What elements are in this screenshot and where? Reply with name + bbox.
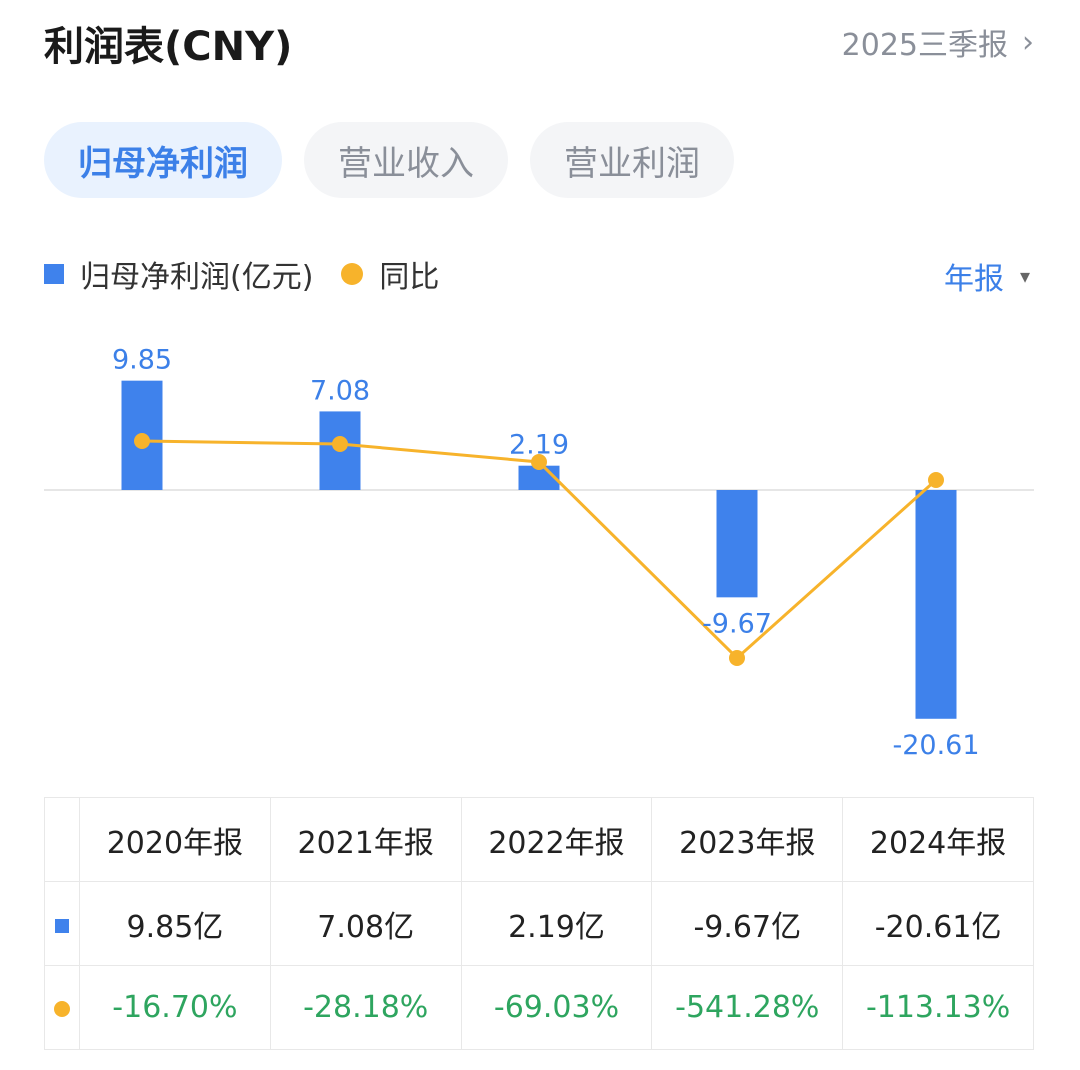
table-header-row: 2020年报 2021年报 2022年报 2023年报 2024年报 — [44, 797, 1034, 882]
column-header: 2021年报 — [269, 797, 462, 882]
bar-data-label: -9.67 — [702, 608, 772, 639]
line-dot-icon — [54, 1001, 70, 1017]
tab-operating-profit[interactable]: 营业利润 — [530, 122, 734, 198]
data-table: 2020年报 2021年报 2022年报 2023年报 2024年报 9.85亿… — [44, 797, 1034, 1050]
value-cell: 2.19亿 — [460, 881, 653, 966]
bar-2024年报 — [915, 490, 957, 719]
bar-legend-square-icon — [44, 264, 64, 284]
value-cell: 7.08亿 — [269, 881, 462, 966]
value-cell: 9.85亿 — [79, 881, 271, 966]
table-row-value: 9.85亿 7.08亿 2.19亿 -9.67亿 -20.61亿 — [44, 881, 1034, 966]
bar-data-label: 7.08 — [310, 375, 370, 406]
column-header: 2020年报 — [79, 797, 271, 882]
period-label: 2025三季报 — [841, 28, 1008, 63]
tab-net-profit[interactable]: 归母净利润 — [44, 122, 282, 198]
bar-2023年报 — [716, 490, 758, 598]
value-cell: -20.61亿 — [842, 881, 1034, 966]
bar-data-label: 9.85 — [112, 345, 172, 376]
yoy-point-2024年报 — [928, 472, 944, 488]
column-header: 2023年报 — [651, 797, 844, 882]
profit-chart: 9.85 7.08 2.19 -9.67 -20.61 — [44, 345, 1034, 761]
frequency-dropdown[interactable]: 年报 ▾ — [944, 254, 1030, 298]
corner-cell — [44, 797, 80, 882]
line-legend-dot-icon — [341, 263, 364, 285]
yoy-point-2023年报 — [729, 650, 745, 666]
yoy-cell: -541.28% — [651, 965, 844, 1050]
chart-legend: 归母净利润(亿元) 同比 — [44, 252, 439, 296]
legend-bar-label: 归母净利润(亿元) — [80, 260, 314, 295]
yoy-cell: -16.70% — [79, 965, 271, 1050]
frequency-label: 年报 — [943, 262, 1004, 297]
legend-line-label: 同比 — [379, 260, 440, 295]
page-title: 利润表(CNY) — [44, 24, 293, 70]
bar-data-label: -20.61 — [892, 730, 979, 761]
yoy-cell: -113.13% — [842, 965, 1034, 1050]
yoy-point-2020年报 — [134, 433, 150, 449]
chevron-right-icon: › — [1022, 24, 1034, 60]
column-header: 2024年报 — [842, 797, 1034, 882]
caret-down-icon: ▾ — [1019, 264, 1030, 288]
period-selector[interactable]: 2025三季报 › — [842, 20, 1034, 64]
metric-tabs: 归母净利润 营业收入 营业利润 — [44, 122, 734, 198]
bar-square-icon — [55, 919, 69, 933]
yoy-cell: -69.03% — [460, 965, 653, 1050]
tab-revenue[interactable]: 营业收入 — [304, 122, 508, 198]
table-row-yoy: -16.70% -28.18% -69.03% -541.28% -113.13… — [44, 965, 1034, 1050]
yoy-cell: -28.18% — [269, 965, 462, 1050]
column-header: 2022年报 — [460, 797, 653, 882]
yoy-point-2022年报 — [531, 454, 547, 470]
yoy-point-2021年报 — [332, 436, 348, 452]
bar-data-label: 2.19 — [509, 430, 569, 461]
value-cell: -9.67亿 — [651, 881, 844, 966]
